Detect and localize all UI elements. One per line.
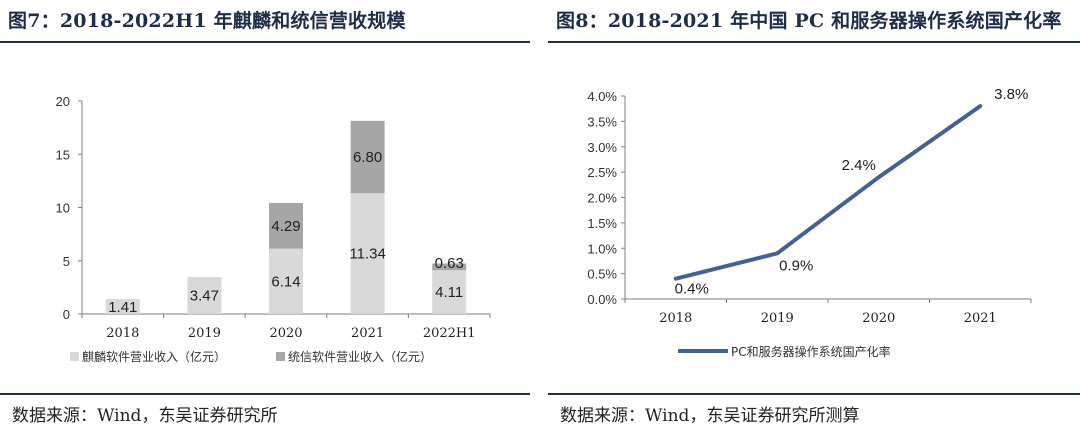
data-label-rate: 0.4% xyxy=(675,281,709,298)
legend-label-kylin: 麒麟软件营业收入（亿元） xyxy=(82,349,226,364)
data-label-rate: 2.4% xyxy=(842,157,876,174)
right-top-rule xyxy=(548,41,1080,43)
x-category-label: 2020 xyxy=(862,311,895,326)
y-tick-label: 20 xyxy=(56,94,70,109)
data-label-kylin: 6.14 xyxy=(271,273,300,290)
right-figure-title: 图8：2018-2021 年中国 PC 和服务器操作系统国产化率 xyxy=(556,10,1062,32)
data-label-rate: 0.9% xyxy=(779,257,813,274)
right-figure-panel: 图8：2018-2021 年中国 PC 和服务器操作系统国产化率 0.0% 0.5… xyxy=(548,0,1080,439)
right-bottom-rule xyxy=(548,393,1080,395)
bar-uos-revenue xyxy=(350,120,385,194)
stacked-bar-chart: 0 5 10 15 20 1.41 2018 3.47 2019 6.14 4.29 2020 11.3… xyxy=(56,94,491,364)
left-source-note: 数据来源：Wind，东吴证券研究所 xyxy=(12,406,278,426)
left-bottom-rule xyxy=(0,393,530,395)
data-label-kylin: 4.11 xyxy=(435,284,463,301)
series-line-localization-rate xyxy=(673,104,983,281)
left-figure-title: 图7：2018-2022H1 年麒麟和统信营收规模 xyxy=(8,10,406,32)
y-tick-label: 5 xyxy=(63,254,70,269)
data-label-rate: 3.8% xyxy=(994,86,1028,103)
legend-label-rate: PC和服务器操作系统国产化率 xyxy=(731,344,891,359)
legend-swatch-uos xyxy=(276,352,285,361)
data-label-uos: 6.80 xyxy=(353,149,382,166)
y-tick-label: 0.5% xyxy=(587,267,617,282)
y-tick-label: 2.0% xyxy=(587,191,617,206)
data-label-kylin: 11.34 xyxy=(349,246,385,263)
x-category-label: 2019 xyxy=(188,326,221,341)
data-label-uos: 0.63 xyxy=(435,255,464,272)
bar-kylin-revenue xyxy=(187,277,222,314)
y-tick-label: 4.0% xyxy=(587,89,617,104)
right-source-note: 数据来源：Wind，东吴证券研究所测算 xyxy=(560,406,860,426)
x-category-label: 2021 xyxy=(964,311,997,326)
y-tick-label: 15 xyxy=(56,147,70,162)
data-label-kylin: 1.41 xyxy=(108,299,137,316)
bar-uos-revenue xyxy=(269,202,303,249)
x-category-label: 2020 xyxy=(269,326,302,341)
bar-kylin-revenue xyxy=(350,193,385,314)
y-tick-label: 1.5% xyxy=(587,216,617,231)
bar-uos-revenue xyxy=(432,263,467,271)
x-category-label: 2018 xyxy=(106,326,139,341)
y-tick-label: 2.5% xyxy=(587,165,617,180)
data-label-uos: 4.29 xyxy=(271,218,300,235)
x-category-label: 2018 xyxy=(659,311,692,326)
bar-kylin-revenue xyxy=(269,248,303,314)
y-tick-label: 1.0% xyxy=(587,241,617,256)
y-tick-label: 0.0% xyxy=(587,292,617,307)
data-label-kylin: 3.47 xyxy=(190,288,219,305)
left-figure-panel: 图7：2018-2022H1 年麒麟和统信营收规模 0 5 10 15 20 1.41 20… xyxy=(0,0,530,439)
legend-label-uos: 统信软件营业收入（亿元） xyxy=(288,349,432,364)
y-tick-label: 3.5% xyxy=(587,114,617,129)
x-category-label: 2022H1 xyxy=(423,326,476,341)
x-category-label: 2019 xyxy=(761,311,794,326)
bar-kylin-revenue xyxy=(432,270,467,314)
legend-swatch-kylin xyxy=(70,352,79,361)
x-category-label: 2021 xyxy=(351,326,384,341)
y-tick-label: 3.0% xyxy=(587,140,617,155)
y-tick-label: 0 xyxy=(63,307,70,322)
bar-kylin-revenue xyxy=(105,298,140,314)
y-tick-label: 10 xyxy=(56,201,70,216)
line-chart: 0.0% 0.5% 1.0% 1.5% 2.0% 2.5% 3.0% 3.5% 4.0% 0.4%… xyxy=(587,86,1032,359)
left-top-rule xyxy=(0,41,530,43)
